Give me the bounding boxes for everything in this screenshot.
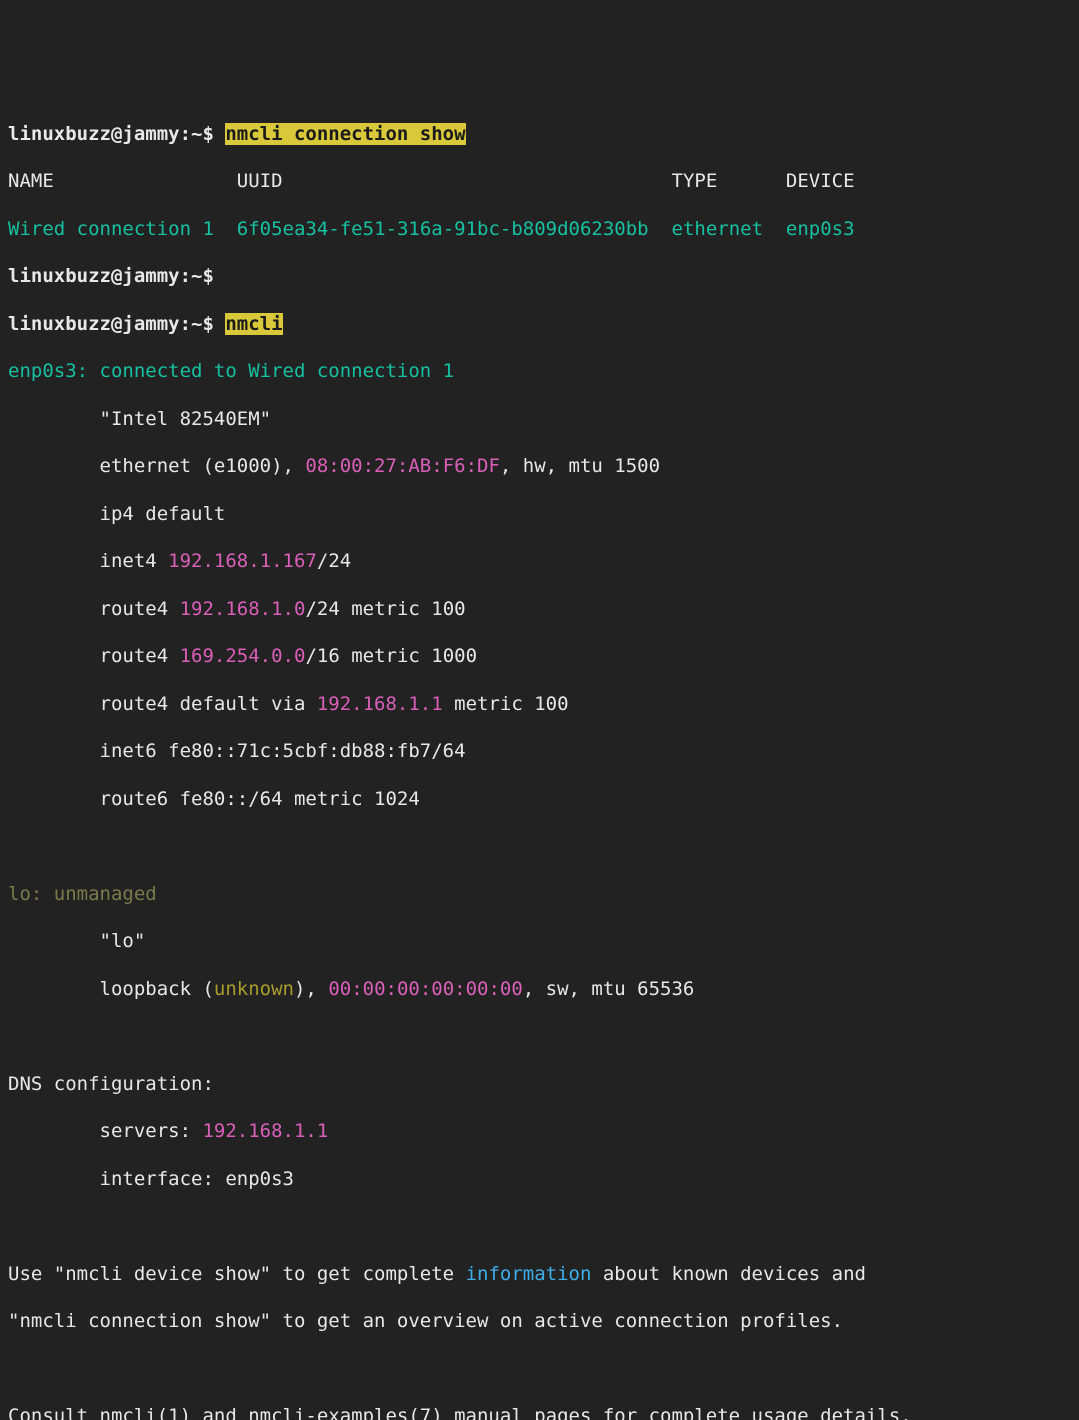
blank-line (8, 1025, 1071, 1049)
prompt-line-3: linuxbuzz@jammy:~$ nmcli (8, 313, 1071, 337)
col-device: DEVICE (786, 170, 855, 192)
tip-keyword: information (466, 1263, 592, 1285)
tip-line-1: Use "nmcli device show" to get complete … (8, 1263, 1071, 1287)
command-1: nmcli connection show (225, 123, 465, 145)
lo-name: "lo" (8, 930, 1071, 954)
command-2: nmcli (225, 313, 282, 335)
inet6-line: inet6 fe80::71c:5cbf:db88:fb7/64 (8, 740, 1071, 764)
inet4-ip: 192.168.1.167 (168, 550, 317, 572)
lo-mac: 00:00:00:00:00:00 (328, 978, 522, 1000)
prompt-line-2: linuxbuzz@jammy:~$ (8, 265, 1071, 289)
conn-device: enp0s3 (786, 218, 855, 240)
conn-name: Wired connection 1 (8, 218, 214, 240)
dns-interface: interface: enp0s3 (8, 1168, 1071, 1192)
blank-line (8, 835, 1071, 859)
col-uuid: UUID (237, 170, 283, 192)
conn-type: ethernet (672, 218, 764, 240)
table-header-row: NAME UUID TYPE DEVICE (8, 170, 1071, 194)
blank-line (8, 1358, 1071, 1382)
table-row: Wired connection 1 6f05ea34-fe51-316a-91… (8, 218, 1071, 242)
dns-ip: 192.168.1.1 (202, 1120, 328, 1142)
route4-line-1: route4 192.168.1.0/24 metric 100 (8, 598, 1071, 622)
route4-line-3: route4 default via 192.168.1.1 metric 10… (8, 693, 1071, 717)
hw-name: "Intel 82540EM" (8, 408, 1071, 432)
ip4-default: ip4 default (8, 503, 1071, 527)
tip-line-3: Consult nmcli(1) and nmcli-examples(7) m… (8, 1405, 1071, 1420)
prompt: linuxbuzz@jammy:~$ (8, 123, 225, 145)
route4-ip: 192.168.1.0 (180, 598, 306, 620)
mac-address: 08:00:27:AB:F6:DF (305, 455, 499, 477)
iface-header: enp0s3: connected to Wired connection 1 (8, 360, 1071, 384)
route4-ip: 169.254.0.0 (180, 645, 306, 667)
gateway-ip: 192.168.1.1 (317, 693, 443, 715)
route4-line-2: route4 169.254.0.0/16 metric 1000 (8, 645, 1071, 669)
terminal-output[interactable]: linuxbuzz@jammy:~$ nmcli connection show… (8, 99, 1071, 1420)
prompt: linuxbuzz@jammy:~$ (8, 265, 225, 287)
lo-state: unknown (214, 978, 294, 1000)
tip-line-2: "nmcli connection show" to get an overvi… (8, 1310, 1071, 1334)
iface-state: connected (100, 360, 203, 382)
dns-title: DNS configuration: (8, 1073, 1071, 1097)
loopback-line: loopback (unknown), 00:00:00:00:00:00, s… (8, 978, 1071, 1002)
eth-line: ethernet (e1000), 08:00:27:AB:F6:DF, hw,… (8, 455, 1071, 479)
col-name: NAME (8, 170, 54, 192)
iface-conn: to Wired connection 1 (202, 360, 454, 382)
route6-line: route6 fe80::/64 metric 1024 (8, 788, 1071, 812)
blank-line (8, 1215, 1071, 1239)
lo-header: lo: unmanaged (8, 883, 1071, 907)
prompt-line-1: linuxbuzz@jammy:~$ nmcli connection show (8, 123, 1071, 147)
col-type: TYPE (672, 170, 718, 192)
dns-servers: servers: 192.168.1.1 (8, 1120, 1071, 1144)
iface-dev: enp0s3: (8, 360, 100, 382)
prompt: linuxbuzz@jammy:~$ (8, 313, 225, 335)
conn-uuid: 6f05ea34-fe51-316a-91bc-b809d06230bb (237, 218, 649, 240)
inet4-line: inet4 192.168.1.167/24 (8, 550, 1071, 574)
